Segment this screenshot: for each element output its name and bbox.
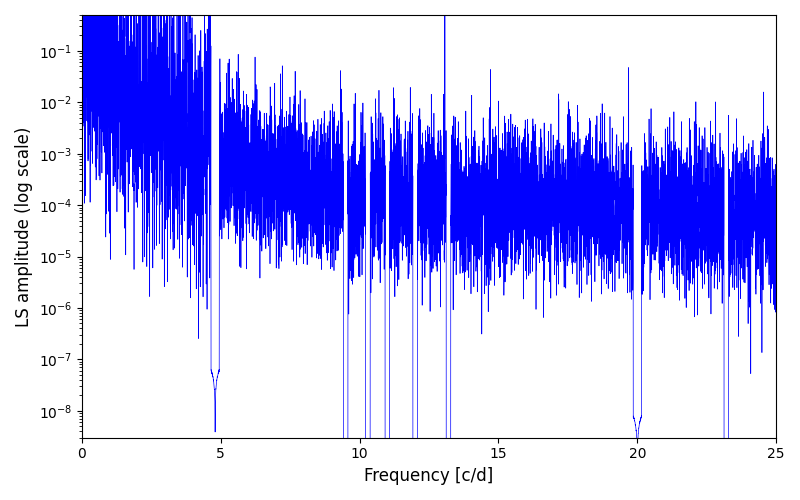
X-axis label: Frequency [c/d]: Frequency [c/d] [364,467,494,485]
Y-axis label: LS amplitude (log scale): LS amplitude (log scale) [15,126,33,326]
